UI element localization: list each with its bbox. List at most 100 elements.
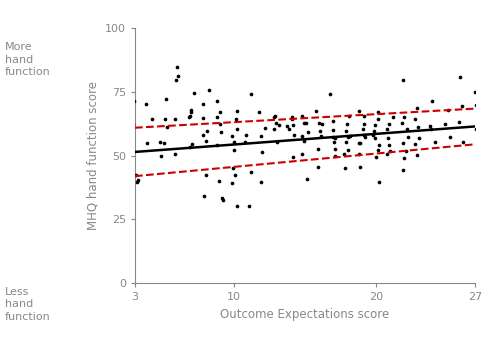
Point — [289, 154, 297, 160]
Text: Less
hand
function: Less hand function — [5, 287, 51, 321]
Point — [218, 195, 226, 201]
Point — [230, 139, 238, 145]
Y-axis label: MHQ hand function score: MHQ hand function score — [86, 81, 100, 230]
X-axis label: Outcome Expectations score: Outcome Expectations score — [220, 308, 390, 321]
Point — [354, 151, 362, 157]
Point — [156, 139, 164, 145]
Point — [302, 121, 310, 126]
Point — [414, 124, 422, 130]
Point — [229, 165, 237, 171]
Point — [173, 64, 181, 70]
Point — [384, 135, 392, 141]
Point — [172, 77, 180, 83]
Point — [315, 121, 323, 126]
Point — [212, 98, 220, 104]
Point — [245, 203, 253, 209]
Point — [284, 123, 292, 129]
Point — [275, 122, 283, 128]
Text: More
hand
function: More hand function — [5, 42, 51, 77]
Point — [232, 172, 239, 178]
Point — [326, 91, 334, 96]
Point — [270, 126, 278, 132]
Point — [312, 108, 320, 114]
Point — [290, 132, 298, 138]
Point — [331, 146, 339, 152]
Point — [298, 113, 306, 119]
Point — [360, 113, 368, 119]
Point — [330, 127, 338, 133]
Point — [132, 179, 140, 185]
Point — [344, 147, 352, 153]
Point — [399, 140, 407, 146]
Point — [186, 113, 194, 119]
Point — [386, 142, 394, 147]
Point — [188, 107, 196, 113]
Point — [332, 135, 340, 141]
Point — [232, 116, 240, 121]
Point — [374, 142, 382, 148]
Point — [374, 109, 382, 115]
Point — [298, 151, 306, 157]
Point — [200, 193, 207, 199]
Point — [340, 166, 348, 171]
Point — [370, 135, 378, 141]
Point — [242, 132, 250, 138]
Point — [228, 181, 236, 186]
Point — [342, 128, 349, 134]
Point — [288, 114, 296, 120]
Point — [340, 152, 348, 157]
Point — [426, 123, 434, 129]
Point — [472, 89, 480, 95]
Point — [161, 116, 169, 121]
Point — [358, 127, 366, 132]
Point — [399, 167, 407, 173]
Point — [234, 108, 241, 113]
Point — [314, 164, 322, 170]
Point — [428, 98, 436, 104]
Point — [216, 121, 224, 126]
Point — [300, 138, 308, 144]
Point — [200, 115, 207, 121]
Point — [458, 139, 466, 145]
Point — [385, 121, 393, 127]
Point — [228, 134, 236, 139]
Point — [316, 128, 324, 133]
Point — [444, 107, 452, 113]
Point — [372, 122, 380, 128]
Point — [456, 75, 464, 80]
Point — [300, 120, 308, 126]
Point — [458, 103, 466, 109]
Point — [318, 121, 326, 127]
Point — [233, 203, 241, 209]
Point — [386, 148, 394, 154]
Point — [374, 148, 382, 153]
Point — [185, 114, 193, 120]
Point — [216, 109, 224, 115]
Point — [242, 139, 250, 145]
Point — [360, 121, 368, 127]
Point — [314, 147, 322, 152]
Point — [198, 132, 206, 138]
Point — [256, 109, 264, 114]
Point — [441, 121, 449, 126]
Point — [218, 129, 226, 135]
Point — [214, 178, 222, 183]
Point — [213, 142, 221, 148]
Point — [171, 151, 179, 157]
Point — [132, 172, 140, 178]
Point — [128, 122, 136, 127]
Point — [370, 128, 378, 134]
Point — [214, 114, 222, 120]
Point — [360, 132, 368, 138]
Point — [329, 118, 337, 124]
Point — [148, 117, 156, 122]
Point — [247, 91, 255, 96]
Point — [432, 139, 440, 144]
Point — [258, 179, 266, 185]
Point — [303, 177, 311, 182]
Point — [190, 90, 198, 96]
Point — [415, 135, 423, 141]
Point — [330, 139, 338, 145]
Point — [205, 87, 213, 93]
Point — [130, 98, 138, 104]
